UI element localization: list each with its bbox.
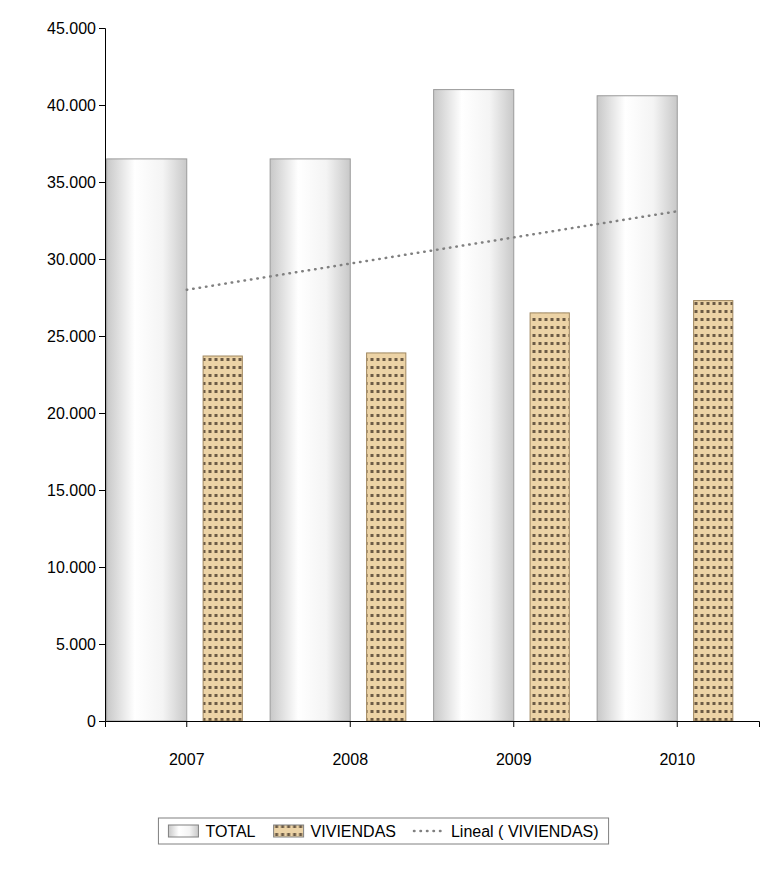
tick-label: 2010 (659, 751, 695, 768)
plot: 0 5.000 10.000 15.000 20.000 25.000 30.000 35.0… (47, 20, 759, 769)
legend-label: Lineal ( VIVIENDAS) (451, 823, 599, 840)
tick-mark (677, 721, 678, 727)
tick-mark (99, 336, 105, 337)
tick-label: 2008 (332, 751, 368, 768)
bar (107, 159, 187, 721)
tick-mark (99, 105, 105, 106)
x-tick: 2007 (169, 721, 205, 768)
tick-label: 15.000 (47, 482, 96, 499)
x-tick: 2009 (496, 721, 532, 768)
y-tick: 35.000 (47, 174, 105, 191)
tick-label: 25.000 (47, 328, 96, 345)
building-bar (530, 313, 569, 721)
chart: 0 5.000 10.000 15.000 20.000 25.000 30.000 35.0… (0, 0, 767, 876)
y-axis: 0 5.000 10.000 15.000 20.000 25.000 30.000 35.0… (47, 20, 105, 730)
legend-frame (158, 818, 608, 844)
tick-mark (99, 490, 105, 491)
tick-label: 35.000 (47, 174, 96, 191)
marks (107, 90, 733, 721)
bar (434, 90, 514, 721)
tick-mark (99, 259, 105, 260)
tick-label: 45.000 (47, 20, 96, 37)
tick-label: 5.000 (56, 636, 96, 653)
legend-swatch (414, 830, 444, 833)
tick-label: 10.000 (47, 559, 96, 576)
tick-mark (513, 721, 514, 727)
legend-item: VIVIENDAS (274, 823, 396, 840)
tick-label: 2007 (169, 751, 205, 768)
legend-swatch (274, 825, 304, 837)
legend-label: TOTAL (205, 823, 255, 840)
y-tick: 30.000 (47, 251, 105, 268)
tick-label: 0 (87, 713, 96, 730)
building-bar (694, 301, 733, 721)
tick-mark (99, 182, 105, 183)
tick-mark (350, 721, 351, 727)
tick-label: 40.000 (47, 97, 96, 114)
axis-line (106, 722, 760, 728)
y-tick: 0 (87, 713, 105, 730)
tick-mark (99, 413, 105, 414)
x-tick: 2010 (659, 721, 695, 768)
bar (270, 159, 350, 721)
tick-label: 2009 (496, 751, 532, 768)
legend-item: Lineal ( VIVIENDAS) (414, 823, 599, 840)
y-tick: 25.000 (47, 328, 105, 345)
y-tick: 20.000 (47, 405, 105, 422)
tick-label: 30.000 (47, 251, 96, 268)
tick-label: 20.000 (47, 405, 96, 422)
trend-line (187, 211, 678, 290)
tick-mark (99, 28, 105, 29)
tick-mark (99, 644, 105, 645)
bar (597, 96, 677, 721)
tick-mark (99, 721, 105, 722)
x-tick: 2008 (332, 721, 368, 768)
axis-line (99, 29, 106, 722)
y-tick: 40.000 (47, 97, 105, 114)
tick-mark (99, 567, 105, 568)
legend: TOTAL VIVIENDAS Lineal ( VIVIENDAS) (158, 818, 608, 844)
x-axis: 2007 2008 2009 2010 (106, 721, 760, 768)
tick-mark (186, 721, 187, 727)
building-bar (203, 356, 242, 721)
y-tick: 15.000 (47, 482, 105, 499)
y-tick: 10.000 (47, 559, 105, 576)
y-tick: 5.000 (56, 636, 105, 653)
legend-label: VIVIENDAS (311, 823, 396, 840)
y-tick: 45.000 (47, 20, 105, 37)
legend-item: TOTAL (168, 823, 255, 840)
building-bar (367, 353, 406, 721)
legend-swatch (168, 825, 198, 837)
